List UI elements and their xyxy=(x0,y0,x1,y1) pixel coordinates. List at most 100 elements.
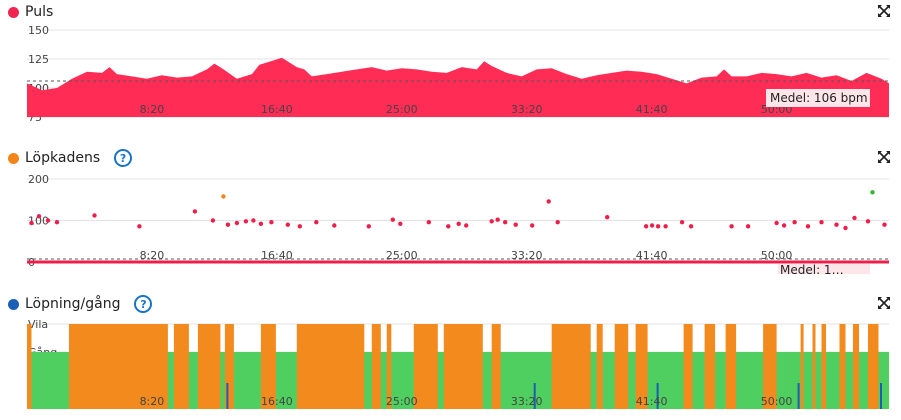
x-tick-label: 33:20 xyxy=(511,249,543,262)
x-tick-label: 8:20 xyxy=(140,103,165,116)
x-tick-label: 41:40 xyxy=(636,103,668,116)
expand-icon[interactable] xyxy=(877,4,891,18)
rest-segment xyxy=(596,324,603,409)
cadence-point xyxy=(688,224,694,229)
cadence-point xyxy=(210,218,216,223)
cadence-point xyxy=(643,224,649,229)
cadence-point xyxy=(489,219,494,224)
cadence-point xyxy=(882,222,887,227)
cadence-point xyxy=(332,223,337,228)
rest-segment xyxy=(491,324,501,409)
cadence-point xyxy=(729,224,734,229)
rest-segment xyxy=(635,324,648,409)
average-label-bg xyxy=(778,264,870,274)
cadence-point xyxy=(870,190,875,195)
run-walk-title: Löpning/gång xyxy=(25,296,121,312)
rest-segment xyxy=(386,324,392,409)
heart-rate-area xyxy=(27,57,889,117)
rest-segment xyxy=(839,324,846,409)
cadence-point xyxy=(251,218,256,223)
rest-segment xyxy=(413,324,438,409)
rest-segment xyxy=(853,324,859,409)
cadence-point xyxy=(546,199,551,204)
cadence-point xyxy=(649,223,655,228)
cadence-point xyxy=(192,209,198,214)
rest-segment xyxy=(821,324,826,409)
cadence-point xyxy=(36,214,42,219)
cadence-point xyxy=(843,225,848,231)
cadence-point xyxy=(655,224,661,229)
cadence-point xyxy=(679,220,685,225)
cadence-point xyxy=(314,220,319,225)
average-label: Medel: 1… xyxy=(780,263,844,277)
rest-segment xyxy=(173,324,189,409)
x-tick-label: 25:00 xyxy=(386,103,418,116)
cadence-point xyxy=(54,220,60,225)
x-tick-label: 25:00 xyxy=(386,395,418,408)
cadence-point xyxy=(834,222,839,227)
x-tick-label: 8:20 xyxy=(140,249,165,262)
run-walk-panel: Löpning/gång ? VilaGångLöpning8:2016:402… xyxy=(0,292,901,420)
heart-rate-title: Puls xyxy=(25,4,54,20)
heart-rate-dot xyxy=(8,6,19,18)
cadence-point xyxy=(137,224,142,229)
rest-segment xyxy=(69,324,168,409)
cadence-chart: 01002008:2016:4025:0033:2041:4050:00Mede… xyxy=(27,173,889,277)
y-tick-label: 150 xyxy=(28,24,49,37)
rest-segment xyxy=(812,324,816,409)
x-tick-label: 50:00 xyxy=(761,249,793,262)
cadence-point xyxy=(92,213,97,218)
expand-icon[interactable] xyxy=(877,296,891,310)
help-icon[interactable]: ? xyxy=(134,295,153,313)
cadence-point xyxy=(852,215,857,221)
cadence-point xyxy=(234,220,240,226)
rest-segment xyxy=(197,324,221,409)
cadence-point xyxy=(390,217,395,222)
cadence-point xyxy=(426,220,431,225)
cadence-point xyxy=(805,224,811,229)
x-tick-label: 41:40 xyxy=(636,249,668,262)
rest-segment xyxy=(683,324,693,409)
category-label: Vila xyxy=(28,318,48,331)
cadence-point xyxy=(530,223,535,228)
heart-rate-panel: Puls 75 100 125 150 8:20 16:40 25:00 33:20 41:40… xyxy=(0,0,901,130)
cadence-point xyxy=(464,223,469,228)
rest-segment xyxy=(704,324,716,409)
cadence-point xyxy=(29,220,34,226)
expand-icon[interactable] xyxy=(877,150,891,164)
x-tick-label: 8:20 xyxy=(140,395,165,408)
x-tick-label: 16:40 xyxy=(261,249,293,262)
rest-segment xyxy=(224,324,234,409)
cadence-panel: Löpkadens ? 01002008:2016:4025:0033:2041… xyxy=(0,146,901,277)
cadence-point xyxy=(45,218,51,223)
rest-segment xyxy=(614,324,629,409)
cadence-point xyxy=(269,220,274,225)
rest-segment xyxy=(551,324,591,409)
run-walk-chart: VilaGångLöpning8:2016:4025:0033:2041:405… xyxy=(27,318,889,409)
run-mark xyxy=(533,383,536,409)
x-tick-label: 41:40 xyxy=(636,395,668,408)
x-tick-label: 16:40 xyxy=(261,103,293,116)
rest-segment xyxy=(260,324,276,409)
rest-segment xyxy=(371,324,381,409)
rest-segment xyxy=(296,324,365,409)
run-walk-dot xyxy=(8,298,19,310)
cadence-point xyxy=(605,215,610,220)
x-tick-label: 33:20 xyxy=(511,395,543,408)
cadence-point xyxy=(513,222,518,227)
cadence-point xyxy=(503,220,508,225)
help-icon[interactable]: ? xyxy=(114,149,133,167)
x-tick-label: 33:20 xyxy=(511,103,543,116)
cadence-point xyxy=(456,221,461,226)
run-walk-header: Löpning/gång ? xyxy=(8,292,153,316)
average-label: Medel: 106 bpm xyxy=(770,91,868,105)
cadence-point xyxy=(297,224,302,229)
cadence-point xyxy=(663,224,668,229)
cadence-point xyxy=(555,220,560,225)
y-tick-label: 125 xyxy=(28,53,49,66)
average-label-bg xyxy=(766,89,870,107)
rest-segment xyxy=(800,324,804,409)
cadence-title: Löpkadens xyxy=(25,150,101,166)
cadence-point xyxy=(495,217,500,222)
